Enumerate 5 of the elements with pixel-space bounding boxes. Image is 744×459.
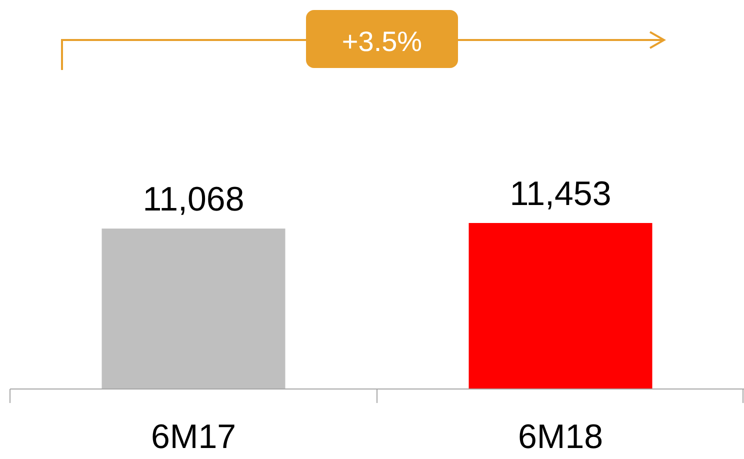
text: +3.5% (342, 26, 422, 57)
x-tick-label: 6M17 (150, 418, 236, 456)
data-label: 11,068 (142, 180, 244, 219)
data-label: 11,453 (510, 175, 612, 213)
x-tick-label: 6M18 (518, 418, 604, 456)
